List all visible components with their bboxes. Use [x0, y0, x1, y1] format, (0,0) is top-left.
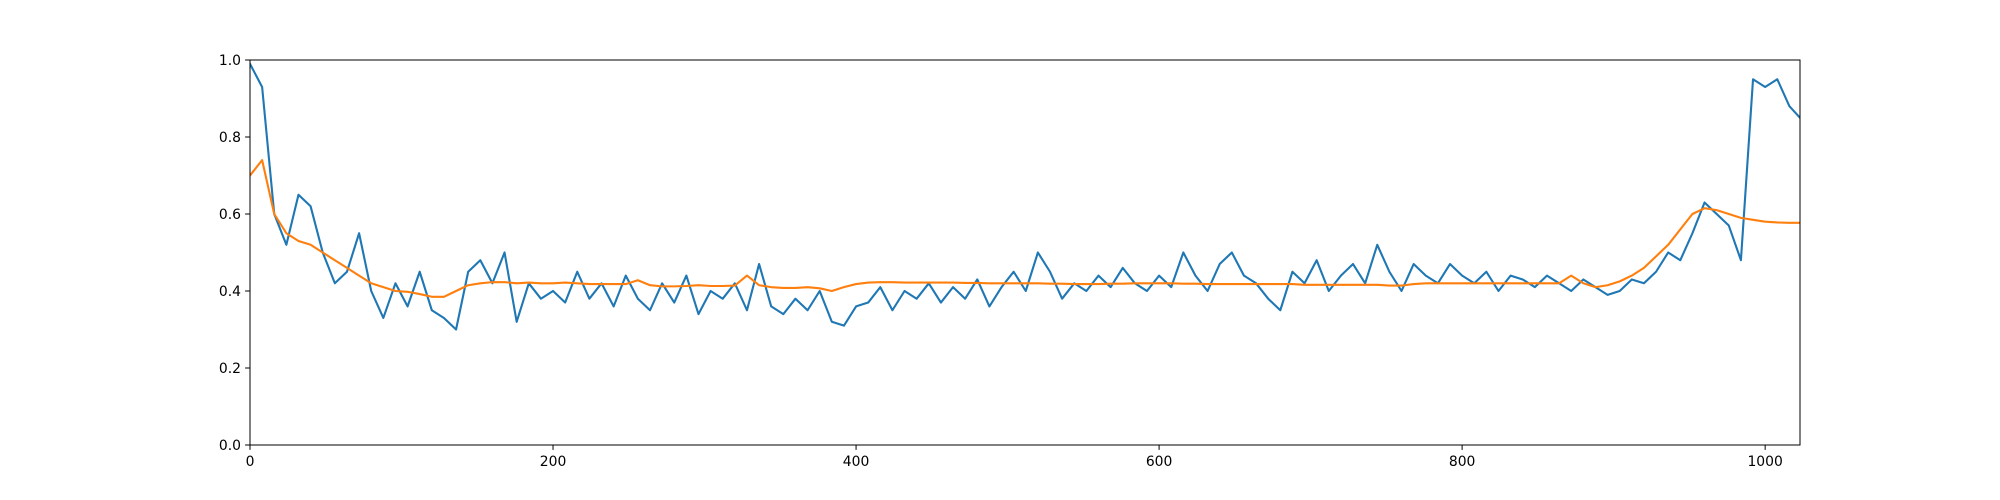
y-tick-label: 0.2 — [219, 361, 241, 377]
x-tick-label: 400 — [843, 454, 870, 470]
y-tick-label: 0.6 — [219, 207, 241, 223]
x-tick-label: 600 — [1146, 454, 1173, 470]
y-tick-label: 0.0 — [219, 438, 241, 454]
line-series — [250, 159, 1800, 298]
x-tick-label: 800 — [1449, 454, 1476, 470]
line-series — [250, 62, 1800, 331]
x-tick-label: 200 — [540, 454, 567, 470]
y-tick-label: 0.8 — [219, 130, 241, 146]
y-tick-label: 1.0 — [219, 53, 241, 69]
y-tick-label: 0.4 — [219, 284, 241, 300]
x-tick-label: 1000 — [1747, 454, 1782, 470]
plot-frame — [249, 59, 1801, 446]
x-tick-label: 0 — [246, 454, 255, 470]
